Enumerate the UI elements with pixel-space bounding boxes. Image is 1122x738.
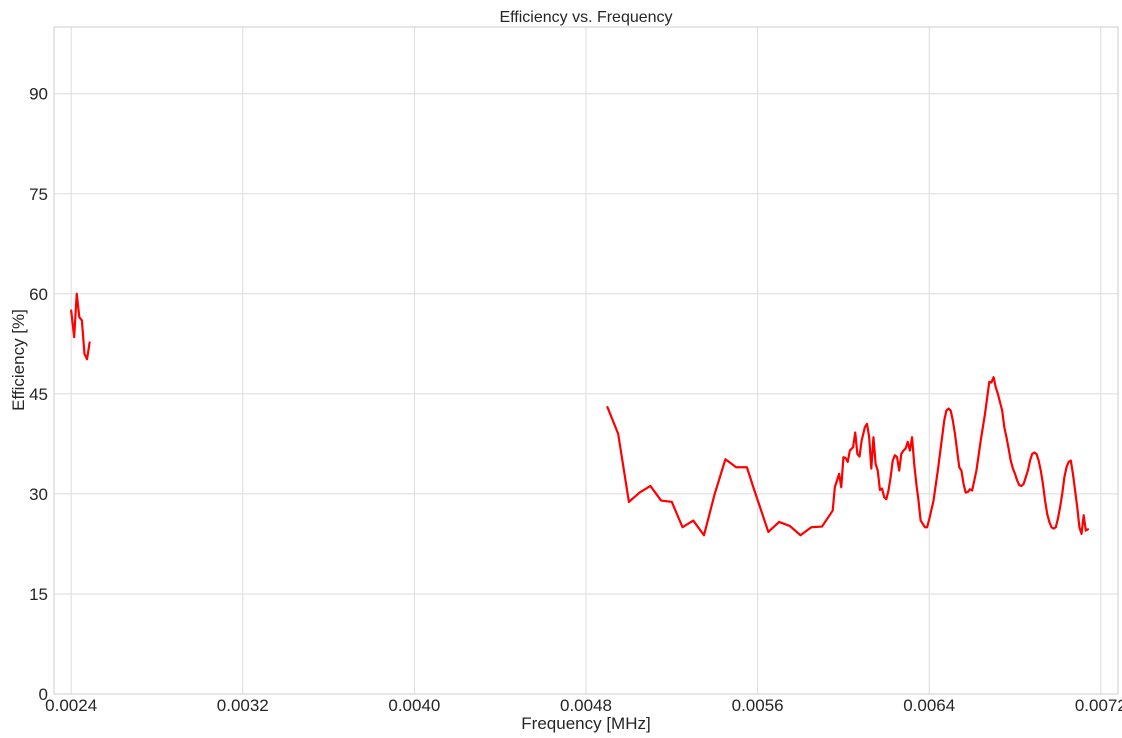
plot-frame <box>53 26 1119 695</box>
y-tick-label: 0 <box>39 685 48 704</box>
x-tick-label: 0.0056 <box>732 696 784 715</box>
x-axis-label: Frequency [MHz] <box>521 714 650 733</box>
x-tick-label: 0.0064 <box>903 696 955 715</box>
y-tick-label: 75 <box>29 185 48 204</box>
y-tick-label: 15 <box>29 585 48 604</box>
efficiency-line-segment <box>70 292 91 361</box>
y-axis-label: Efficiency [%] <box>9 309 28 411</box>
x-tick-label: 0.0032 <box>217 696 269 715</box>
x-tick-labels: 0.0024 0.0032 0.0040 0.0048 0.0056 0.0064 0.00… <box>45 696 1122 715</box>
y-tick-label: 60 <box>29 285 48 304</box>
x-tick-label: 0.0072 <box>1075 696 1122 715</box>
series-group <box>70 292 1090 537</box>
efficiency-line-segment <box>606 376 1090 537</box>
y-tick-label: 45 <box>29 385 48 404</box>
y-tick-labels: 0 15 30 45 60 75 90 <box>29 85 48 704</box>
x-tick-label: 0.0024 <box>45 696 97 715</box>
x-tick-label: 0.0040 <box>388 696 440 715</box>
y-tick-label: 30 <box>29 485 48 504</box>
grid <box>54 27 1118 694</box>
x-tick-label: 0.0048 <box>560 696 612 715</box>
y-tick-label: 90 <box>29 85 48 104</box>
chart-title: Efficiency vs. Frequency <box>499 9 672 26</box>
